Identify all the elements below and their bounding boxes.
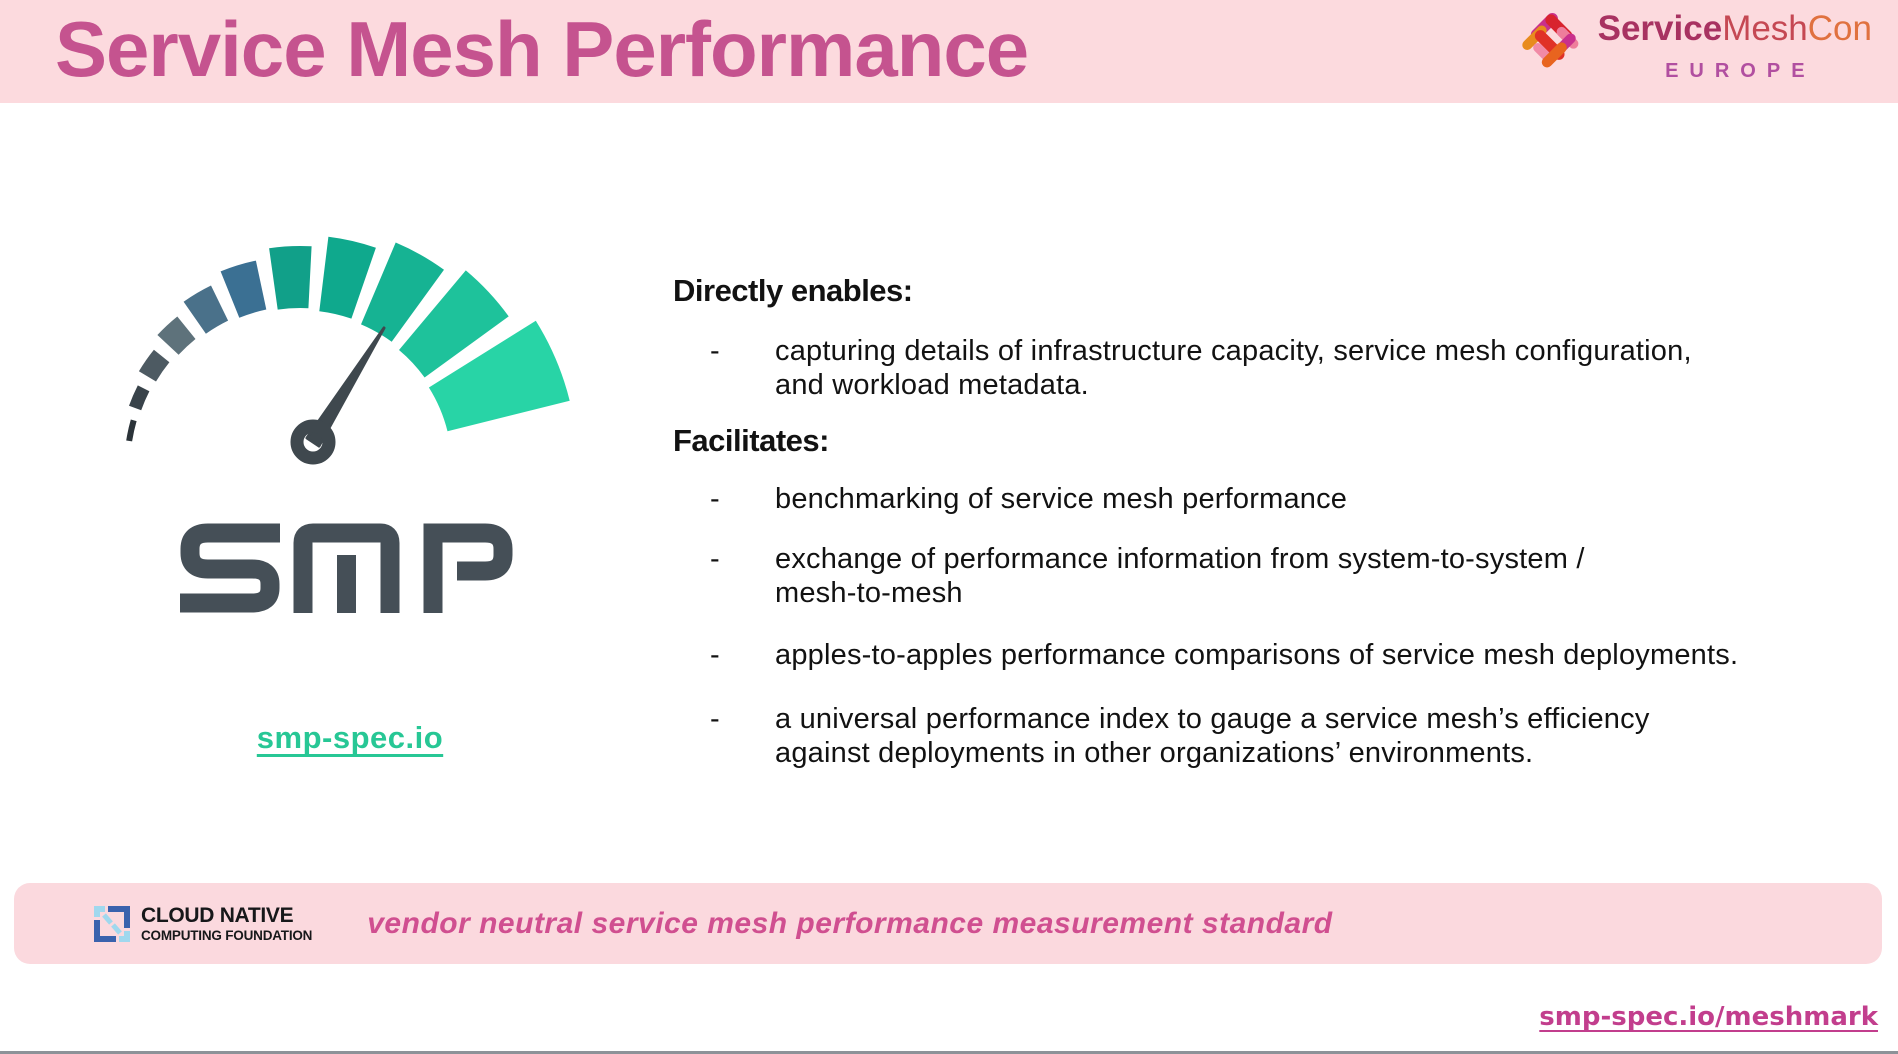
page-title: Service Mesh Performance: [55, 5, 1029, 93]
section-heading-facilitates: Facilitates:: [673, 423, 829, 458]
gauge-segment: [269, 246, 312, 310]
bullet-text: benchmarking of service mesh performance: [775, 483, 1348, 515]
bullet-item: - capturing details of infrastructure ca…: [673, 334, 1863, 402]
smp-letters: [180, 523, 513, 613]
cncf-icon: [94, 905, 130, 942]
bullet-dash: -: [710, 483, 720, 515]
gauge-segment: [361, 242, 444, 342]
bullet-item: - benchmarking of service mesh performan…: [673, 482, 1863, 516]
bullet-dash: -: [710, 639, 720, 671]
cncf-wordmark: CLOUD NATIVE COMPUTING FOUNDATION: [141, 905, 312, 943]
gauge-segment: [399, 270, 509, 378]
bullet-text: exchange of performance information from…: [775, 543, 1585, 609]
bullet-dash: -: [710, 703, 720, 735]
bullet-text: apples-to-apples performance comparisons…: [775, 639, 1739, 671]
header-band: Service Mesh Performance ServiceMeshCon: [0, 0, 1898, 103]
bullet-text: capturing details of infrastructure capa…: [775, 335, 1692, 401]
bullet-dash: -: [710, 543, 720, 575]
cncf-logo: CLOUD NATIVE COMPUTING FOUNDATION: [94, 905, 312, 943]
gauge-needle: [305, 326, 386, 448]
bullet-item: - a universal performance index to gauge…: [673, 702, 1863, 770]
gauge-segment: [138, 349, 170, 382]
content-column: Directly enables: - capturing details of…: [673, 272, 1863, 770]
wordmark-mesh: Mesh: [1722, 9, 1808, 48]
gauge-segment: [129, 385, 150, 411]
bullet-text: a universal performance index to gauge a…: [775, 703, 1650, 769]
bullet-dash: -: [710, 335, 720, 367]
cncf-line1: CLOUD NATIVE: [141, 903, 294, 927]
gauge-segment: [157, 316, 196, 355]
letter-m: [293, 523, 400, 613]
letter-p: [423, 523, 513, 613]
smp-spec-link[interactable]: smp-spec.io: [256, 720, 444, 755]
tagline: vendor neutral service mesh performance …: [367, 906, 1333, 940]
servicemeshcon-logo: ServiceMeshCon EUROPE: [1518, 6, 1872, 84]
servicemeshcon-wordmark: ServiceMeshCon EUROPE: [1598, 6, 1872, 83]
servicemeshcon-name: ServiceMeshCon: [1598, 6, 1872, 52]
gauge-segment: [428, 320, 570, 432]
gauge-needle-hub: [290, 419, 336, 465]
wordmark-service: Service: [1597, 9, 1723, 48]
servicemeshcon-weave-icon: [1521, 13, 1579, 68]
gauge-arc: [126, 236, 570, 442]
smp-gauge-logo: [126, 236, 570, 613]
conference-region-label: EUROPE: [1665, 60, 1816, 82]
letter-s: [180, 523, 280, 613]
footer-banner: CLOUD NATIVE COMPUTING FOUNDATION vendor…: [14, 883, 1882, 964]
wordmark-con: Con: [1807, 9, 1872, 48]
bullet-item: - exchange of performance information fr…: [673, 542, 1863, 610]
bullet-item: - apples-to-apples performance compariso…: [673, 638, 1863, 672]
meshmark-link[interactable]: smp-spec.io/meshmark: [1539, 1002, 1878, 1032]
gauge-segment: [319, 236, 376, 319]
cncf-line2: COMPUTING FOUNDATION: [141, 927, 313, 943]
gauge-segment: [183, 285, 229, 334]
gauge-segment: [126, 419, 137, 442]
gauge-segment: [220, 260, 267, 318]
section-heading-directly-enables: Directly enables:: [673, 273, 913, 308]
